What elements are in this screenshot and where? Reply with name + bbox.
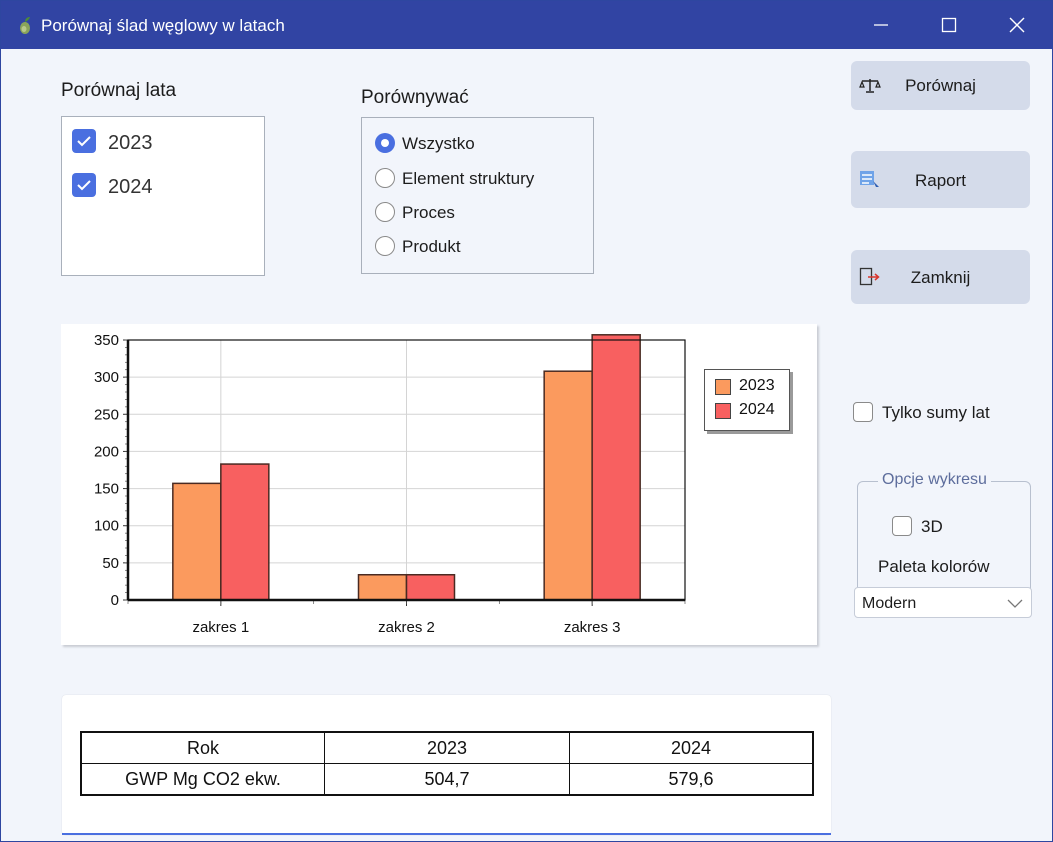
year-2024-checkbox[interactable] — [72, 173, 96, 197]
panel-underline — [62, 833, 831, 835]
summary-table: Rok 2023 2024 GWP Mg CO2 ekw. 504,7 579,… — [80, 731, 814, 796]
radio-produkt-label: Produkt — [402, 237, 461, 256]
maximize-icon — [941, 17, 957, 33]
table-header-cell: Rok — [80, 731, 325, 764]
table-cell: GWP Mg CO2 ekw. — [80, 763, 325, 796]
report-icon — [860, 171, 879, 187]
y-tick-label: 350 — [94, 332, 119, 349]
compare-button-label: Porównaj — [905, 76, 976, 95]
radio-produkt[interactable] — [375, 236, 395, 256]
palette-select[interactable]: Modern — [854, 587, 1032, 618]
exit-icon — [859, 267, 880, 286]
legend-swatch-2023 — [715, 379, 731, 395]
year-2023-checkbox[interactable] — [72, 129, 96, 153]
compare-options-group — [361, 117, 594, 274]
y-tick-label: 300 — [94, 369, 119, 386]
bar-2023-zakres-1 — [172, 482, 222, 601]
chevron-down-icon — [1007, 599, 1023, 608]
radio-wszystko[interactable] — [375, 133, 395, 153]
table-cell: 579,6 — [569, 763, 814, 796]
chart-options-legend: Opcje wykresu — [878, 471, 991, 489]
y-tick-label: 250 — [94, 406, 119, 423]
scales-icon — [859, 79, 881, 93]
chart-legend: 2023 2024 — [704, 369, 790, 431]
maximize-button[interactable] — [915, 1, 983, 49]
radio-proces[interactable] — [375, 202, 395, 222]
radio-element-struktury-label: Element struktury — [402, 169, 535, 188]
three-d-label: 3D — [921, 517, 943, 536]
years-group-label: Porównaj lata — [61, 80, 177, 101]
radio-element-struktury[interactable] — [375, 168, 395, 188]
table-header-row: Rok 2023 2024 — [80, 731, 814, 764]
bar-2024-zakres-2 — [405, 573, 456, 601]
only-totals-label: Tylko sumy lat — [882, 403, 990, 422]
bar-2023-zakres-3 — [543, 370, 593, 601]
window-title: Porównaj ślad węglowy w latach — [41, 16, 285, 35]
three-d-checkbox[interactable] — [892, 516, 912, 536]
close-window-button[interactable] — [983, 1, 1051, 49]
legend-swatch-2024 — [715, 403, 731, 419]
bar-2024-zakres-1 — [220, 463, 270, 601]
title-bar[interactable]: Porównaj ślad węglowy w latach — [1, 1, 1052, 49]
bar-2023-zakres-2 — [357, 573, 408, 601]
chart-options-group: Opcje wykresu — [857, 471, 1031, 613]
palette-label: Paleta kolorów — [878, 557, 990, 576]
legend-label-2024: 2024 — [739, 401, 775, 418]
close-icon — [1009, 17, 1025, 33]
minimize-icon — [874, 24, 888, 26]
year-2023-label: 2023 — [108, 132, 153, 154]
y-tick-label: 50 — [102, 555, 119, 572]
x-tick-label: zakres 1 — [192, 619, 249, 636]
minimize-button[interactable] — [847, 1, 915, 49]
palette-select-value: Modern — [862, 595, 917, 612]
checkmark-icon — [77, 136, 91, 147]
table-row: GWP Mg CO2 ekw. 504,7 579,6 — [80, 763, 814, 796]
close-button[interactable]: Zamknij — [851, 250, 1030, 304]
y-tick-label: 100 — [94, 518, 119, 535]
year-2024-label: 2024 — [108, 176, 153, 198]
y-tick-label: 200 — [94, 443, 119, 460]
report-button-label: Raport — [914, 171, 967, 190]
compare-group-label: Porównywać — [361, 87, 469, 108]
only-totals-checkbox[interactable] — [853, 402, 873, 422]
report-button[interactable]: Raport — [851, 151, 1030, 208]
table-header-cell: 2023 — [324, 731, 570, 764]
radio-wszystko-label: Wszystko — [402, 134, 475, 153]
legend-label-2023: 2023 — [739, 377, 775, 394]
close-button-label: Zamknij — [910, 268, 971, 287]
radio-proces-label: Proces — [402, 203, 455, 222]
table-cell: 504,7 — [324, 763, 570, 796]
y-tick-label: 150 — [94, 481, 119, 498]
leaf-app-icon — [20, 17, 30, 34]
y-tick-label: 0 — [111, 592, 119, 609]
x-tick-label: zakres 3 — [564, 619, 621, 636]
table-header-cell: 2024 — [569, 731, 814, 764]
bar-chart: 0 50 100 150 200 250 300 350 zakres 1 zakres 2 zak… — [94, 332, 686, 636]
x-tick-label: zakres 2 — [378, 619, 435, 636]
bar-2024-zakres-3 — [591, 334, 641, 601]
compare-button[interactable]: Porównaj — [851, 61, 1030, 110]
checkmark-icon — [77, 180, 91, 191]
